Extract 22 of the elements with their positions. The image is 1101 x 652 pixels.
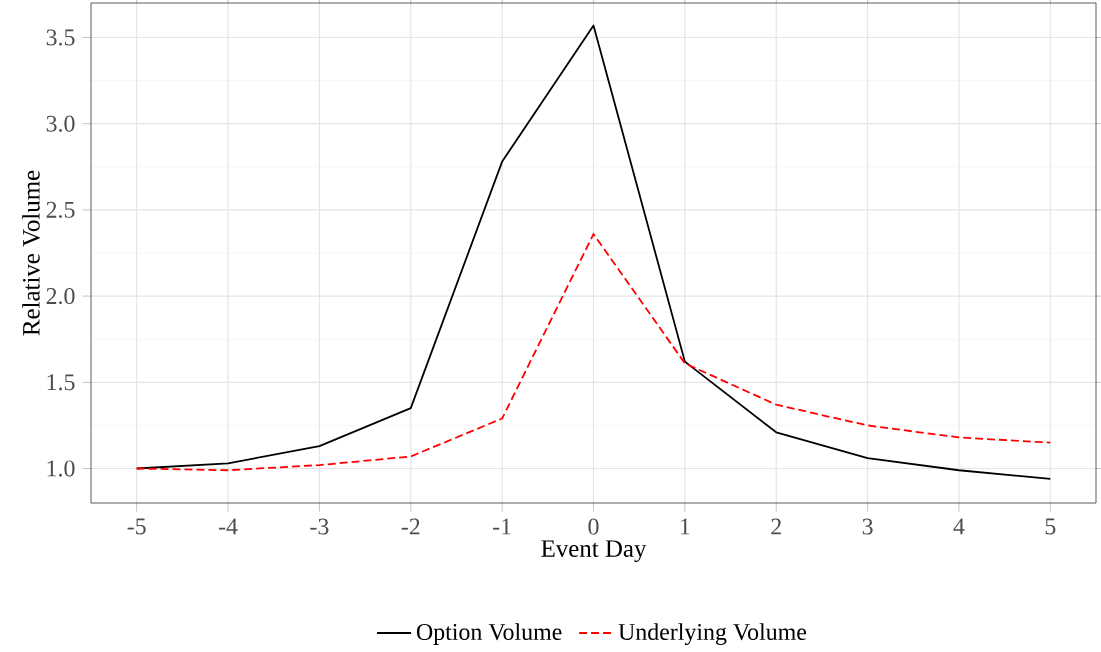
x-tick-label: -1 — [493, 518, 511, 535]
legend-label: Option Volume — [416, 623, 562, 645]
y-tick-label: 1.0 — [47, 460, 75, 477]
x-tick-label: 0 — [588, 518, 599, 535]
y-tick-label: 2.0 — [46, 287, 75, 305]
y-tick-label: 3.0 — [46, 115, 75, 132]
x-tick-label: 2 — [771, 518, 781, 535]
y-tick-label: 3.5 — [46, 29, 75, 46]
x-tick-label: 3 — [862, 518, 873, 535]
y-tick-label: 1.5 — [47, 374, 75, 391]
line-series — [135, 233, 1052, 472]
legend-label: Underlying Volume — [618, 623, 807, 645]
x-tick-label: -4 — [218, 518, 238, 535]
x-tick-label: -3 — [310, 518, 329, 535]
x-tick-label: -5 — [127, 518, 146, 535]
x-tick-label: 1 — [680, 518, 690, 535]
x-axis-title: Event Day — [541, 540, 647, 563]
x-tick-label: -2 — [401, 518, 420, 535]
x-tick-label: 4 — [953, 518, 965, 535]
y-tick-label: 2.5 — [46, 201, 75, 218]
y-axis-title: Relative Volume — [22, 170, 40, 336]
x-tick-label: 5 — [1045, 518, 1056, 535]
